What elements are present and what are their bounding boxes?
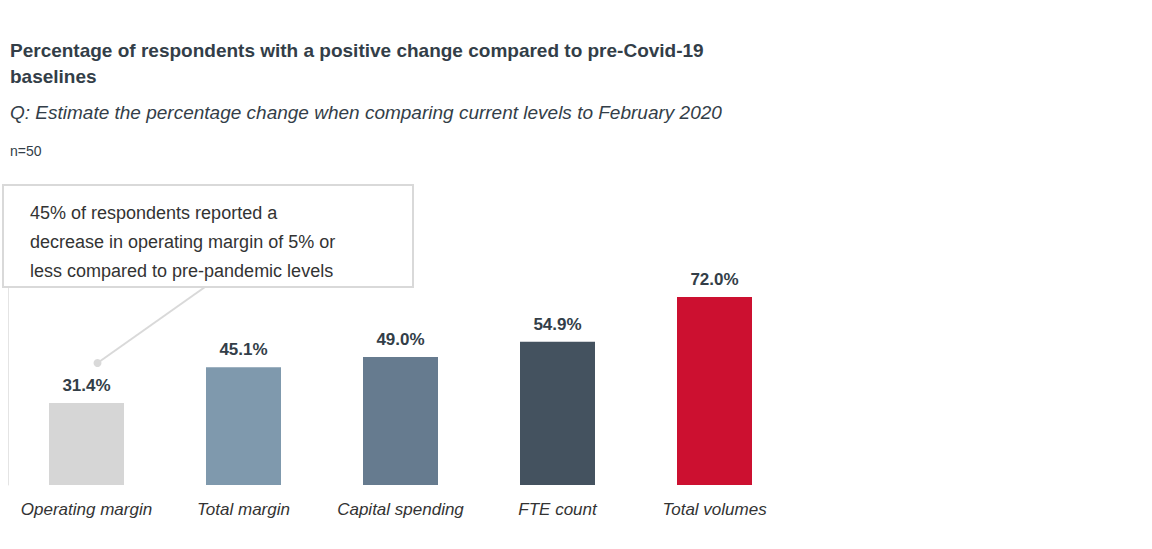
svg-text:45.1%: 45.1% — [219, 340, 267, 359]
svg-text:n=50: n=50 — [10, 143, 42, 159]
svg-text:72.0%: 72.0% — [690, 270, 738, 289]
svg-text:31.4%: 31.4% — [62, 376, 110, 395]
svg-text:baselines: baselines — [10, 66, 97, 87]
svg-text:Q: Estimate the percentage cha: Q: Estimate the percentage change when c… — [10, 102, 722, 123]
svg-text:FTE count: FTE count — [518, 500, 598, 519]
svg-text:Total margin: Total margin — [197, 500, 290, 519]
svg-text:Total volumes: Total volumes — [662, 500, 767, 519]
svg-text:decrease in operating margin o: decrease in operating margin of 5% or — [30, 232, 335, 252]
svg-text:Capital spending: Capital spending — [337, 500, 464, 519]
svg-text:Percentage of respondents with: Percentage of respondents with a positiv… — [10, 40, 709, 61]
svg-text:less compared to pre-pandemic: less compared to pre-pandemic levels — [30, 261, 333, 281]
svg-text:45% of respondents reported a: 45% of respondents reported a — [30, 203, 278, 223]
svg-text:Operating margin: Operating margin — [21, 500, 152, 519]
svg-text:49.0%: 49.0% — [376, 330, 424, 349]
svg-text:54.9%: 54.9% — [533, 315, 581, 334]
